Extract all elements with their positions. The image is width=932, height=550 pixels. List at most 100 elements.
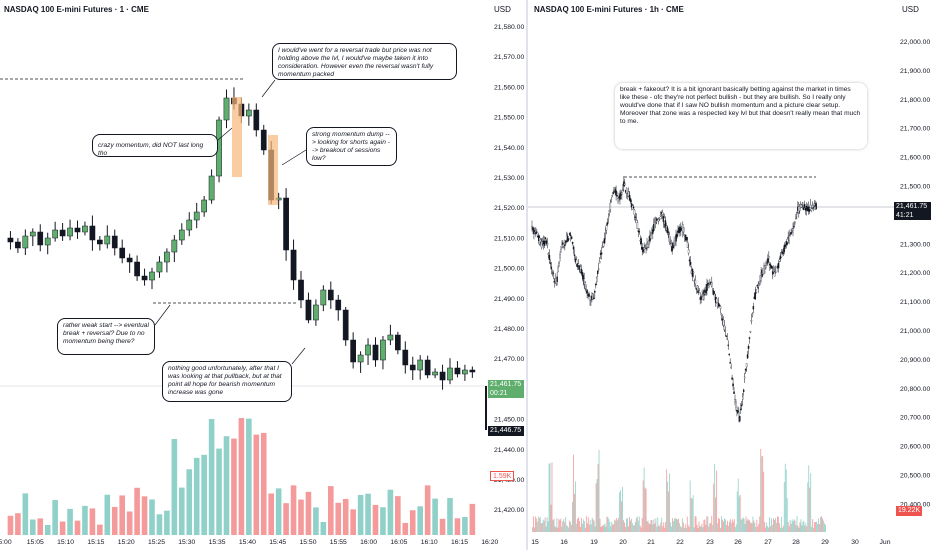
right-volume-bar: [646, 521, 648, 532]
right-candle-body: [757, 287, 759, 289]
right-chart-canvas[interactable]: 22,000.00 21,900.00 21,800.00 21,700.00 21,6…: [528, 0, 932, 550]
right-volume-bar: [605, 526, 607, 532]
right-volume-bar: [767, 525, 768, 532]
right-candle-body: [605, 225, 608, 231]
right-time-tick: 30: [851, 539, 859, 546]
right-volume-bar: [824, 523, 825, 532]
right-candle-body: [675, 234, 677, 242]
right-candle-body: [563, 246, 565, 249]
note-strong-dump[interactable]: strong momentum dump --> looking for sho…: [306, 127, 397, 166]
right-candle-body: [647, 244, 649, 248]
note-crazy-momentum[interactable]: crazy momentum, did NOT last long tho: [92, 134, 218, 157]
right-candle-body: [741, 404, 743, 407]
left-candle-body: [149, 271, 155, 281]
right-candle-body: [700, 296, 702, 300]
right-volume-bar: [783, 482, 785, 532]
right-volume-bar: [539, 516, 541, 532]
left-volume-bar: [469, 503, 476, 535]
right-volume-bar: [770, 526, 771, 532]
left-volume-bar: [201, 454, 207, 535]
note-break-fakeout[interactable]: break + fakeout? It is a bit ignorant ba…: [615, 83, 867, 149]
left-price-tick: 21,440.00: [494, 447, 524, 454]
right-candle-body: [640, 238, 642, 245]
left-price-tick: 21,480.00: [494, 326, 524, 333]
left-candle-body: [357, 354, 364, 363]
right-candle-body: [789, 234, 791, 237]
right-price-tick: 21,500.00: [900, 184, 930, 191]
left-time-tick: 15:35: [209, 539, 226, 546]
left-volume-bar: [350, 509, 356, 535]
right-volume-bar: [666, 469, 668, 532]
right-volume-bar: [658, 525, 660, 532]
right-volume-bar: [662, 526, 664, 532]
left-time-tick: 16:15: [451, 539, 468, 546]
right-candle-body: [788, 235, 790, 241]
right-volume-bar: [713, 483, 715, 532]
right-chart-pane[interactable]: 22,000.00 21,900.00 21,800.00 21,700.00 21,6…: [528, 0, 932, 550]
right-volume-bar: [549, 463, 551, 532]
right-volume-bar: [569, 520, 571, 532]
right-volume-bar: [688, 526, 690, 532]
right-volume-bar: [818, 518, 819, 532]
right-candle-body: [696, 285, 699, 291]
right-volume-bar: [562, 521, 564, 532]
right-volume-bar: [724, 518, 725, 532]
right-candle-body: [773, 271, 776, 277]
left-chart-pane[interactable]: 21,580.00 21,570.00 21,560.00 21,550.00 21,5…: [0, 0, 526, 550]
right-volume-bar: [714, 463, 716, 532]
right-volume-bar: [568, 527, 570, 532]
left-candle-body: [22, 235, 29, 249]
right-candle-body: [727, 344, 729, 347]
right-candle-body: [786, 242, 788, 245]
right-volume-bar: [681, 518, 683, 532]
right-candle-body: [634, 216, 637, 219]
left-volume-bar: [380, 507, 386, 535]
right-candle-body: [687, 249, 690, 254]
right-candle-body: [629, 198, 632, 203]
left-volume-bar: [335, 502, 342, 535]
left-candle-body: [178, 229, 185, 241]
right-candle-body: [553, 280, 555, 283]
right-volume-bar: [813, 527, 815, 532]
right-volume-bar: [628, 526, 629, 532]
left-candle-body: [223, 97, 230, 121]
right-volume-bar: [585, 516, 587, 532]
right-candle-body: [772, 271, 775, 273]
right-volume-bar: [793, 519, 795, 532]
right-candle-body: [596, 277, 598, 283]
right-volume-bar: [777, 516, 778, 532]
right-candle-body: [659, 214, 662, 217]
left-volume-bar: [253, 434, 260, 535]
right-volume-bar: [782, 525, 784, 532]
note-nothing-good[interactable]: nothing good unfortunately, after that I…: [162, 361, 292, 402]
right-volume-bar: [604, 523, 606, 532]
right-candle-body: [654, 222, 657, 224]
right-volume-bar: [729, 519, 731, 532]
right-candle-body: [722, 319, 725, 326]
right-candle-body: [624, 183, 626, 186]
right-volume-bar: [771, 518, 772, 532]
pane-separator[interactable]: [526, 0, 528, 550]
left-chart-canvas[interactable]: 21,580.00 21,570.00 21,560.00 21,550.00 21,5…: [0, 0, 526, 550]
right-volume-bar: [705, 524, 707, 532]
right-candle-body: [698, 290, 700, 294]
right-volume-bar: [669, 473, 670, 532]
right-volume-bar: [721, 516, 722, 532]
right-candle-body: [571, 242, 574, 244]
right-price-tick: 21,600.00: [900, 155, 930, 162]
left-price-tick: 21,560.00: [494, 84, 524, 91]
left-price-tick: 21,540.00: [494, 145, 524, 152]
note-reversal[interactable]: I would've went for a reversal trade but…: [272, 43, 457, 80]
right-volume-bar: [566, 525, 568, 532]
right-volume-bar: [607, 516, 609, 532]
note-weak-start[interactable]: rather weak start --> eventual break + r…: [57, 318, 155, 355]
right-volume-bar: [544, 517, 546, 532]
right-volume-bar: [804, 525, 806, 532]
right-candle-body: [545, 240, 548, 244]
right-volume-bar: [692, 495, 694, 532]
right-volume-bar: [637, 520, 639, 532]
right-volume-bar: [603, 525, 605, 532]
right-volume-bar: [572, 501, 573, 532]
right-candle-body: [645, 247, 647, 250]
left-time-tick: 15:50: [299, 539, 316, 546]
